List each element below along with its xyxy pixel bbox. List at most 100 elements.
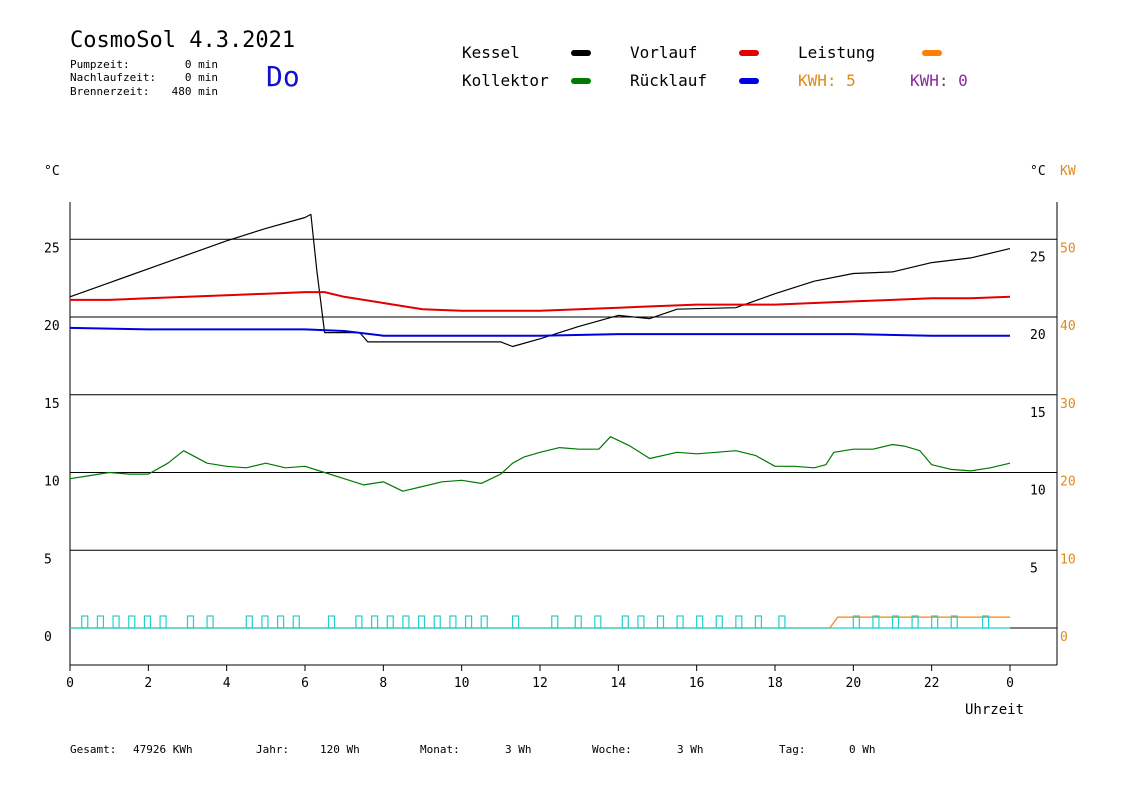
info-label-pumpzeit: Pumpzeit: (70, 58, 130, 71)
pump-pulse-15 (386, 615, 394, 629)
info-label-nachlaufzeit: Nachlaufzeit: (70, 71, 157, 84)
chart-grid (70, 238, 1057, 629)
pump-pulse-18 (433, 615, 441, 629)
y-tick-left-15: 15 (44, 397, 60, 412)
legend-kessel-label: Kessel (462, 43, 520, 62)
x-tick-label-3: 6 (301, 676, 309, 691)
legend-kwh-orange: KWH: 5 (798, 71, 856, 90)
pump-pulse-25 (594, 615, 602, 629)
info-value-pumpzeit: 0 min (184, 58, 218, 71)
page-title: CosmoSol 4.3.2021 (70, 28, 296, 53)
y-tick-left-20: 20 (44, 319, 60, 334)
pump-pulse-41 (981, 615, 990, 629)
weekday: Do (266, 60, 300, 93)
series-line-leistung (70, 616, 1010, 629)
series-line-ruecklauf (69, 326, 1010, 337)
legend-kollektor-label: Kollektor (462, 71, 549, 90)
chart-ticks: 0 2 4 6 8 10 12 14 16 18 20 22 025201510502520151055… (44, 241, 1076, 691)
pump-pulse-22 (511, 615, 520, 629)
x-tick-label-10: 20 (846, 676, 862, 691)
y-tick-left-25: 25 (44, 241, 60, 256)
pump-pulse-38 (911, 615, 919, 629)
info-value-nachlaufzeit: 0 min (184, 71, 218, 84)
footer-monat-label: Monat: (420, 743, 460, 756)
footer-gesamt-label: Gesamt: (70, 743, 117, 756)
y-tick-left-0: 0 (44, 630, 52, 645)
footer-gesamt-value: 47926 KWh (133, 743, 193, 756)
x-tick-label-2: 4 (223, 676, 231, 691)
pump-pulse-40 (950, 615, 958, 629)
y-tick-right-power-50: 50 (1060, 241, 1076, 256)
pump-pulse-31 (715, 615, 723, 629)
pump-pulse-10 (276, 615, 285, 629)
y-tick-right-power-10: 10 (1060, 552, 1076, 567)
legend-vorlauf-label: Vorlauf (630, 43, 698, 62)
y-axis-label-right-temp: °C (1030, 164, 1046, 179)
pump-pulse-6 (186, 615, 195, 629)
pump-pulse-1 (96, 615, 105, 629)
pump-pulse-36 (872, 615, 880, 629)
y-tick-right-power-0: 0 (1060, 630, 1068, 645)
pump-pulse-3 (128, 615, 136, 629)
y-axis-label-left: °C (44, 164, 60, 179)
series-line-vorlauf (70, 291, 1011, 312)
legend-kessel-swatch (571, 50, 591, 56)
pump-pulse-2 (112, 615, 120, 629)
pump-pulse-27 (637, 615, 645, 629)
x-tick-label-9: 18 (767, 676, 783, 691)
pump-pulse-13 (355, 615, 363, 629)
pump-pulse-33 (754, 615, 763, 629)
legend-leistung-label: Leistung (798, 43, 876, 62)
series-line-kessel (69, 213, 1011, 348)
x-axis-label: Uhrzeit (965, 702, 1024, 718)
pump-pulse-29 (676, 615, 684, 629)
x-tick-label-7: 14 (611, 676, 627, 691)
y-axis-label-right-power: KW (1060, 164, 1076, 179)
y-tick-right-temp-15: 15 (1030, 406, 1046, 421)
legend-vorlauf-swatch (739, 50, 759, 56)
footer-jahr-value: 120 Wh (320, 743, 360, 756)
pump-pulse-21 (480, 615, 488, 629)
pump-pulse-7 (206, 615, 214, 629)
chart-axes (69, 202, 1058, 666)
pump-pulse-19 (449, 615, 457, 629)
x-tick-label-5: 10 (454, 676, 470, 691)
pump-pulse-14 (370, 615, 379, 629)
footer-tag-value: 0 Wh (849, 743, 876, 756)
y-tick-right-temp-25: 25 (1030, 250, 1046, 265)
x-tick-label-1: 2 (144, 676, 152, 691)
pump-pulse-8 (245, 615, 253, 629)
info-value-brennerzeit: 480 min (171, 85, 218, 98)
x-tick-label-4: 8 (379, 676, 387, 691)
y-tick-left-5: 5 (44, 552, 52, 567)
series-line-kollektor (69, 436, 1011, 492)
y-tick-right-temp-5: 5 (1030, 561, 1038, 576)
y-tick-right-temp-10: 10 (1030, 484, 1046, 499)
legend-leistung-swatch (922, 50, 942, 56)
pump-pulse-5 (159, 615, 167, 629)
pump-pulse-23 (551, 615, 559, 629)
x-tick-label-0: 0 (66, 676, 74, 691)
chart-series (69, 213, 1011, 629)
y-tick-left-10: 10 (44, 475, 60, 490)
info-label-brennerzeit: Brennerzeit: (70, 85, 150, 98)
pump-pulse-0 (81, 615, 89, 629)
x-tick-label-11: 22 (924, 676, 940, 691)
legend-ruecklauf-swatch (739, 78, 759, 84)
legend-kollektor-swatch (571, 78, 591, 84)
pump-pulse-9 (261, 615, 269, 629)
pump-pulse-30 (696, 615, 704, 629)
x-tick-label-12: 0 (1006, 676, 1014, 691)
footer-monat-value: 3 Wh (505, 743, 532, 756)
pump-pulse-34 (778, 615, 786, 629)
footer-woche-value: 3 Wh (677, 743, 704, 756)
y-tick-right-temp-20: 20 (1030, 328, 1046, 343)
pump-pulse-16 (402, 615, 410, 629)
pump-pulse-32 (735, 615, 743, 629)
legend-ruecklauf-label: Rücklauf (630, 71, 708, 90)
pump-pulse-17 (417, 615, 426, 629)
y-tick-right-power-30: 30 (1060, 397, 1076, 412)
pump-pulse-35 (852, 615, 860, 629)
pump-pulse-12 (327, 615, 336, 629)
